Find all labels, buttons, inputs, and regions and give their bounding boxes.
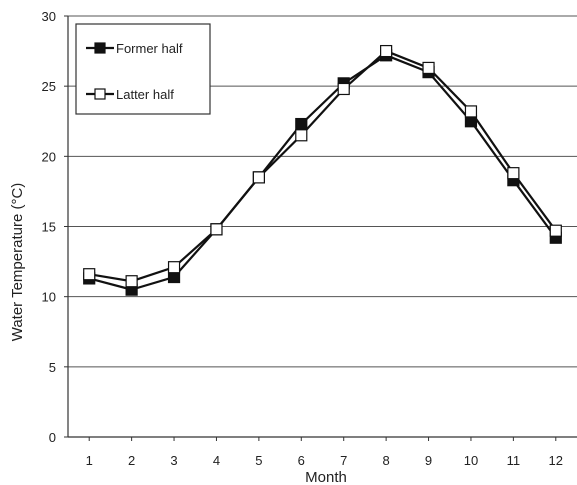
x-tick-label: 6 <box>298 453 305 468</box>
data-point <box>252 171 265 184</box>
x-axis-title: Month <box>305 469 347 485</box>
y-axis-title: Water Temperature (°C) <box>9 183 26 342</box>
legend-entry: Latter half <box>86 87 174 102</box>
series-2 <box>83 44 562 288</box>
x-tick-label: 12 <box>549 453 563 468</box>
x-tick-label: 4 <box>213 453 220 468</box>
series-group <box>83 44 562 296</box>
legend-marker <box>94 88 106 100</box>
data-point <box>422 61 435 75</box>
data-point <box>549 224 562 237</box>
y-tick-label: 30 <box>42 9 56 24</box>
y-tick-label: 5 <box>49 360 56 375</box>
legend-label: Former half <box>116 41 183 56</box>
legend-label: Latter half <box>116 87 174 102</box>
data-point <box>167 261 181 274</box>
data-point <box>337 82 350 96</box>
data-point <box>507 167 520 180</box>
gridlines <box>68 15 577 368</box>
data-point <box>83 268 96 281</box>
y-tick-label: 0 <box>49 430 56 445</box>
x-tick-label: 9 <box>425 453 432 468</box>
x-tick-label: 3 <box>170 453 177 468</box>
data-point <box>295 117 308 131</box>
x-tick-label: 1 <box>86 453 93 468</box>
data-point <box>380 44 393 58</box>
y-tick-label: 10 <box>42 290 56 305</box>
data-point <box>210 223 223 236</box>
data-point <box>125 275 138 288</box>
legend: Former half Latter half <box>75 23 211 115</box>
x-tick-label: 8 <box>383 453 390 468</box>
data-point <box>464 105 478 118</box>
x-tick-label: 2 <box>128 453 135 468</box>
x-tick-label: 5 <box>255 453 262 468</box>
x-tick-label: 11 <box>507 453 521 468</box>
series-line <box>89 49 557 283</box>
series-line <box>88 54 557 291</box>
x-tick-label: 7 <box>340 453 347 468</box>
y-tick-label: 25 <box>42 79 56 94</box>
data-point <box>295 129 308 142</box>
y-tick-label: 20 <box>42 149 56 164</box>
legend-marker <box>94 42 106 54</box>
legend-entry: Former half <box>86 41 183 56</box>
y-tick-label: 15 <box>42 220 56 235</box>
x-tick-label: 10 <box>464 453 478 468</box>
